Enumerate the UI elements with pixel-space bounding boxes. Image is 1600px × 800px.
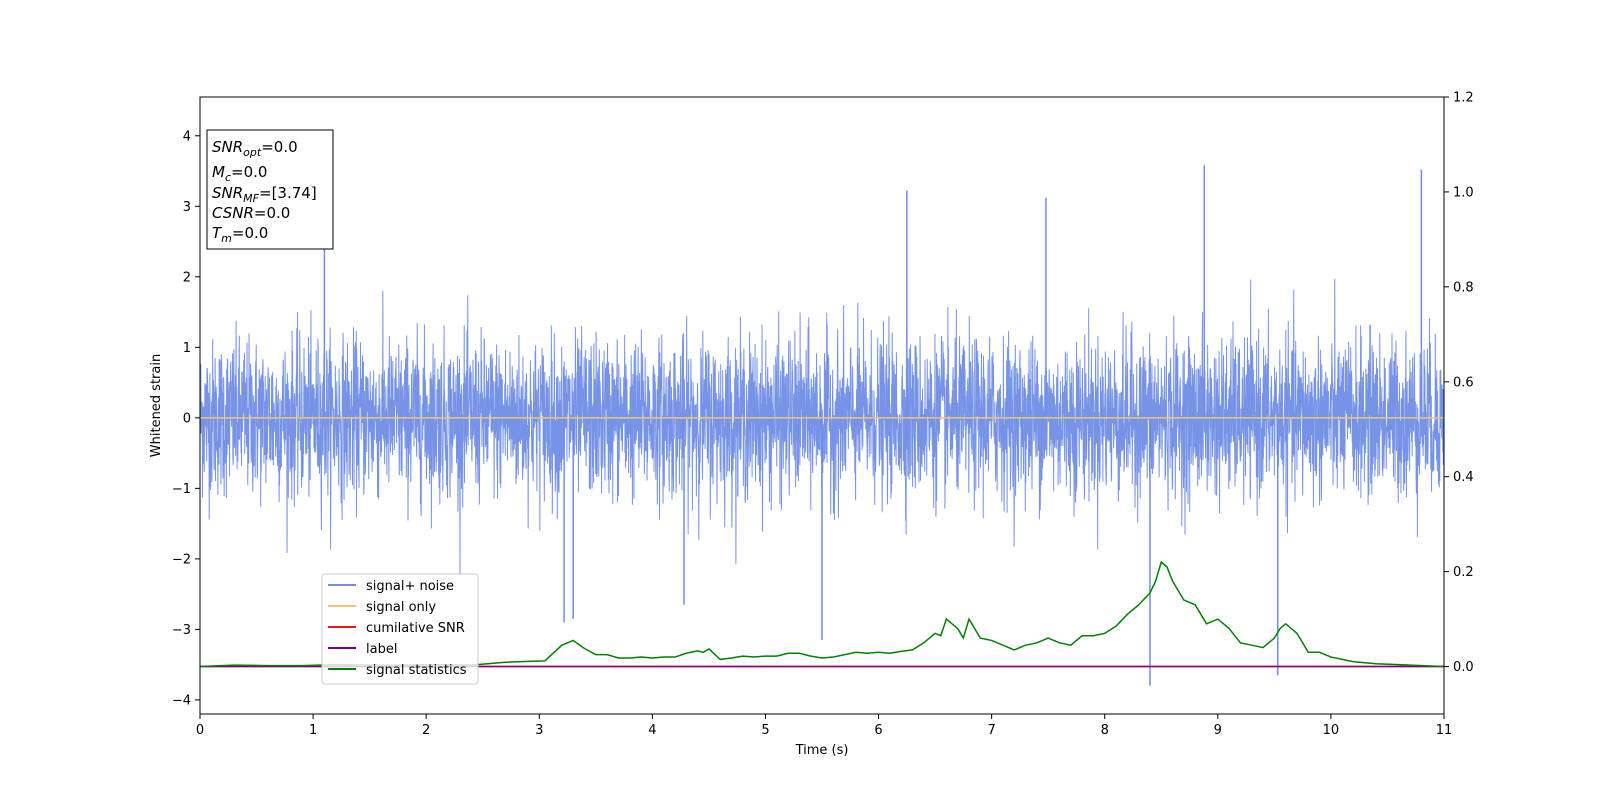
y-tick-label-6: −2 [172,552,191,567]
x-tick-label-11: 11 [1436,723,1453,738]
info-box-frame [206,129,334,250]
y2-tick-label-2: 0.8 [1453,280,1474,295]
legend: signal+ noise signal only cumilative SNR… [321,573,479,685]
legend-label-signal-only: signal only [366,600,436,615]
x-tick-label-10: 10 [1323,723,1340,738]
x-tick-label-6: 6 [874,723,882,738]
x-tick-label-2: 2 [422,723,430,738]
y-tick-label-3: 1 [183,341,191,356]
y-tick-label-4: 0 [183,411,191,426]
y2-tick-label-6: 0.0 [1453,660,1474,675]
x-tick-label-5: 5 [761,723,769,738]
y-tick-label-8: −4 [172,693,191,708]
y2-tick-label-3: 0.6 [1453,375,1474,390]
y2-tick-label-4: 0.4 [1453,470,1474,485]
x-tick-label-3: 3 [535,723,543,738]
y-tick-label-5: −1 [172,482,191,497]
info-snr-opt: SNRopt=0.0 [212,138,298,159]
legend-frame [321,573,479,685]
legend-label-signal-statistics: signal statistics [366,663,467,678]
info-mc: Mc=0.0 [212,163,267,184]
y-tick-label-2: 2 [183,270,191,285]
legend-label-label: label [366,642,397,657]
plot-frame [199,96,1445,715]
y-tick-label-1: 3 [183,200,191,215]
series-signal-statistics-line [200,560,1444,668]
info-snr-mf: SNRMF=[3.74] [212,184,317,205]
x-tick-label-8: 8 [1101,723,1109,738]
y2-tick-label-1: 1.0 [1453,185,1474,200]
info-box: SNRopt=0.0 Mc=0.0 SNRMF=[3.74] CSNR=0.0 … [206,129,334,250]
x-tick-label-9: 9 [1214,723,1222,738]
x-tick-label-0: 0 [196,723,204,738]
y-tick-label-7: −3 [172,623,191,638]
x-axis-label: Time (s) [795,743,849,758]
legend-label-cumulative-snr: cumilative SNR [366,621,465,636]
y2-tick-label-0: 1.2 [1453,91,1474,106]
axes: 0 1 2 3 4 5 6 7 8 9 10 1143210−1−2−3−41.21.00.80.60… [149,91,1474,759]
x-tick-label-1: 1 [309,723,317,738]
series-signal-noise-line [200,278,1444,574]
y-tick-label-0: 4 [183,129,191,144]
y-axis-label: Whitened strain [149,354,164,457]
y2-tick-label-5: 0.2 [1453,565,1474,580]
info-tm: Tm=0.0 [212,224,268,245]
legend-label-signal-noise: signal+ noise [366,579,454,594]
x-tick-label-4: 4 [648,723,656,738]
info-csnr: CSNR=0.0 [212,204,290,222]
x-tick-label-7: 7 [987,723,995,738]
